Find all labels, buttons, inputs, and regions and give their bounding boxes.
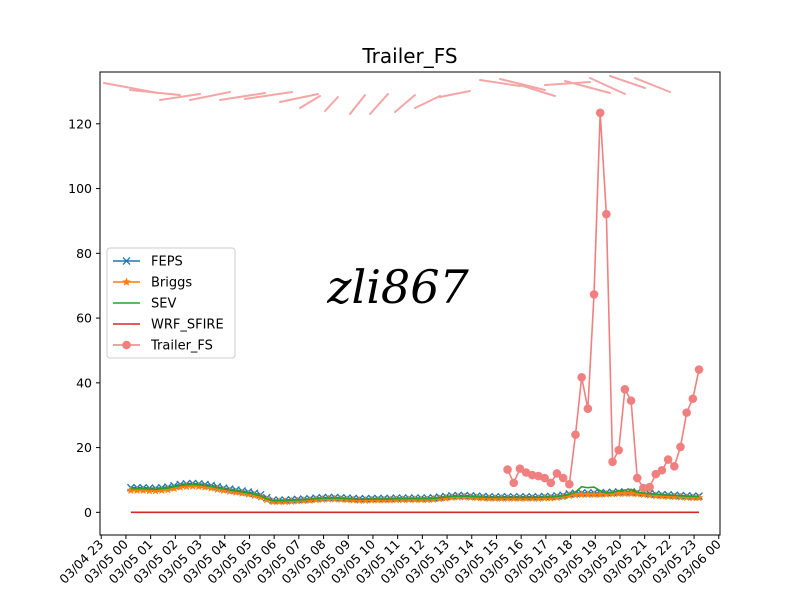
data-point xyxy=(663,455,673,464)
legend-label: Briggs xyxy=(151,276,192,291)
data-point xyxy=(540,473,549,483)
y-tick-label: 20 xyxy=(76,440,92,455)
y-axis: 0 20 40 60 80 100 120 xyxy=(68,116,100,520)
series-briggs xyxy=(126,481,704,506)
wind-arrow xyxy=(244,91,293,100)
series-sev xyxy=(130,483,699,502)
data-point xyxy=(589,290,599,299)
legend-entry: Trailer_FS xyxy=(113,339,213,354)
series-line xyxy=(130,483,699,502)
data-point xyxy=(688,394,698,403)
y-tick-label: 40 xyxy=(76,375,92,390)
data-point xyxy=(614,445,624,455)
wind-arrow xyxy=(564,80,611,94)
data-point xyxy=(503,465,512,474)
data-point xyxy=(509,478,519,488)
data-point xyxy=(688,493,698,502)
wind-arrow xyxy=(439,90,471,98)
wind-arrow xyxy=(159,93,201,101)
data-point xyxy=(682,408,691,417)
data-point xyxy=(595,108,605,118)
legend-entry: FEPS xyxy=(113,255,183,270)
series-trailer-fs xyxy=(503,108,704,493)
data-point xyxy=(552,469,562,478)
data-point xyxy=(626,396,636,405)
data-point xyxy=(602,209,611,219)
y-tick-label: 0 xyxy=(84,505,92,520)
wind-arrow xyxy=(369,93,389,115)
data-point xyxy=(565,479,574,489)
y-tick-label: 80 xyxy=(76,246,92,261)
series-line xyxy=(506,112,700,489)
legend-frame xyxy=(106,247,236,359)
data-point xyxy=(571,430,580,439)
data-point xyxy=(546,478,556,488)
data-point xyxy=(122,277,131,286)
data-point xyxy=(657,465,667,475)
legend-label: Trailer_FS xyxy=(150,339,213,354)
data-point xyxy=(577,373,586,382)
data-point xyxy=(515,464,525,473)
legend-entry: SEV xyxy=(113,297,176,312)
data-point xyxy=(558,473,568,483)
data-point xyxy=(122,257,131,265)
data-point xyxy=(620,385,630,394)
data-point xyxy=(589,489,599,499)
series-layer xyxy=(126,108,704,514)
data-point xyxy=(608,457,617,467)
wind-arrow xyxy=(479,79,521,87)
data-point xyxy=(676,442,685,452)
wind-arrow xyxy=(609,75,646,89)
data-point xyxy=(583,404,593,414)
y-tick-label: 100 xyxy=(68,181,92,196)
y-tick-label: 120 xyxy=(68,116,92,131)
wind-arrow xyxy=(349,94,366,115)
wind-arrows xyxy=(103,75,671,115)
legend-label: FEPS xyxy=(151,255,183,270)
wind-arrow xyxy=(324,96,339,112)
legend-entry: WRF_SFIRE xyxy=(113,318,224,333)
wind-arrow xyxy=(299,95,321,109)
wind-arrow xyxy=(219,92,266,101)
wind-arrow xyxy=(634,77,671,93)
wind-arrow xyxy=(414,95,441,109)
data-point xyxy=(626,488,636,498)
chart-title: Trailer_FS xyxy=(361,44,457,68)
data-point xyxy=(670,462,679,471)
plot-frame xyxy=(99,71,721,536)
data-point xyxy=(632,473,642,483)
legend-label: SEV xyxy=(151,297,176,312)
wind-arrow xyxy=(394,94,416,113)
wind-arrow xyxy=(589,77,626,95)
watermark: zli867 xyxy=(326,260,469,314)
legend-entry: Briggs xyxy=(113,276,192,291)
wind-arrow xyxy=(544,81,591,86)
data-point xyxy=(694,493,704,502)
wind-arrow xyxy=(519,84,556,97)
y-tick-label: 60 xyxy=(76,311,92,326)
wind-arrow xyxy=(189,91,231,101)
data-point xyxy=(694,365,704,374)
wind-arrow xyxy=(129,89,181,96)
data-point xyxy=(645,482,654,492)
legend-label: WRF_SFIRE xyxy=(151,318,224,333)
wind-arrow xyxy=(279,93,319,103)
wind-arrow xyxy=(499,78,546,91)
legend: FEPS Briggs SEV WRF_SFIRE Trailer_FS xyxy=(106,247,236,359)
data-point xyxy=(583,489,593,499)
data-point xyxy=(122,340,131,350)
data-point xyxy=(651,469,661,479)
